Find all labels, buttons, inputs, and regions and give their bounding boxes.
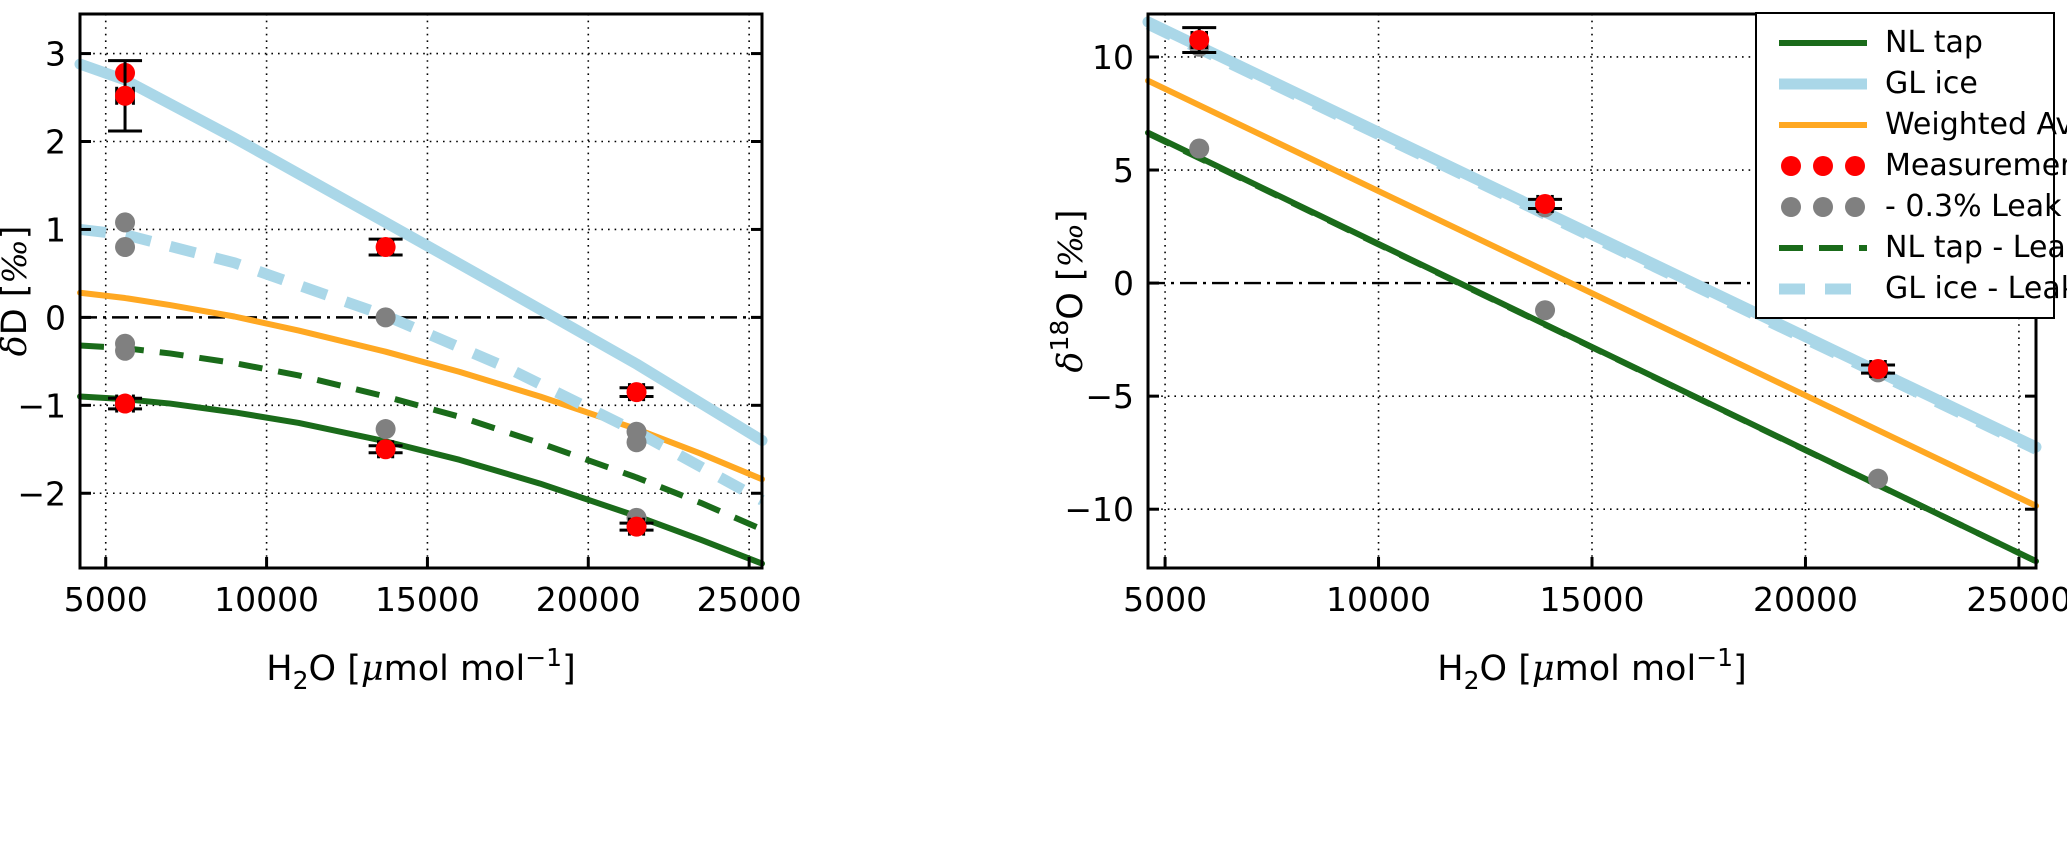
y-tick-label: 0 [45,298,66,337]
measurement-marker [1189,30,1210,51]
leak-point-marker [115,340,136,361]
y-tick-label: 3 [45,35,66,74]
x-axis-title: H2O [μmol mol−1] [266,643,575,695]
panel-right: 5000 10000 15000 20000 25000 −10 −5 0 5 10 H2O [μm… [1030,0,2067,851]
series-group [74,58,768,567]
y-axis-title: δD [‰] [0,226,35,357]
legend-label: GL ice - Leak [1885,271,2067,306]
series-line-gl-ice-leak [79,223,765,506]
tick-group: 5000 10000 15000 20000 25000 −2 −1 0 1 2 3 [17,35,801,619]
series-line-weighted-avg [1145,77,2039,509]
x-axis-title: H2O [μmol mol−1] [1437,643,1746,695]
legend-swatch-icon [1779,121,1867,128]
x-tick-label: 25000 [1966,580,2067,619]
legend-swatch-icon [1781,196,1865,217]
svg-text:H2O [μmol mol−1]: H2O [μmol mol−1] [1437,643,1746,695]
svg-text:H2O [μmol mol−1]: H2O [μmol mol−1] [266,643,575,695]
x-tick-label: 10000 [1326,580,1431,619]
y-tick-label: 5 [1113,151,1134,190]
right-plot-svg: 5000 10000 15000 20000 25000 −10 −5 0 5 10 H2O [μm… [1045,12,2067,695]
measurement-marker [1868,359,1889,380]
legend-item: Weighted Avg [1769,104,2067,145]
measurement-marker [375,439,396,460]
y-tick-label: 1 [45,210,66,249]
legend-item: GL ice - Leak [1769,268,2067,309]
y-tick-label: −5 [1085,377,1134,416]
y-tick-label: −1 [17,386,66,425]
legend-key-markers [1769,151,1877,181]
y-tick-label: −10 [1064,490,1134,529]
grid [80,14,762,568]
legend-swatch-icon [1779,244,1867,251]
x-tick-label: 5000 [64,580,148,619]
legend-key-dashed-line [1769,274,1877,304]
y-tick-label: 10 [1092,38,1134,77]
y-tick-label: 2 [45,123,66,162]
legend-item: NL tap - Leak [1769,227,2067,268]
legend-key-markers [1769,192,1877,222]
y-tick-label: −2 [17,474,66,513]
measurement-marker [115,393,136,414]
legend-key-solid-line [1769,28,1877,58]
leak-point-marker [1189,138,1210,159]
axes-frame [78,12,764,570]
legend-label: Measurements [1885,148,2067,183]
legend-item: - 0.3% Leak [1769,186,2062,227]
legend-swatch-icon [1779,283,1867,294]
x-tick-label: 25000 [697,580,802,619]
leak-point-marker [626,432,647,453]
legend-label: GL ice [1885,66,1978,101]
leak-point-marker [115,237,136,258]
legend: NL tap GL ice Weighted Avg Measurements - 0.… [1755,12,2067,319]
measurements-group [108,59,654,537]
tick-group: 5000 10000 15000 20000 25000 −10 −5 0 5 10 [1064,38,2067,619]
legend-item: Measurements [1769,145,2067,186]
x-tick-label: 15000 [1540,580,1645,619]
legend-key-solid-line [1769,69,1877,99]
measurement-marker [115,85,136,106]
legend-label: Weighted Avg [1885,107,2067,142]
y-axis-title: δ18O [‰] [1045,209,1091,372]
measurement-marker [626,382,647,403]
x-tick-label: 20000 [536,580,641,619]
leak-point-marker [115,212,136,233]
leak-point-marker [1535,300,1556,321]
x-tick-label: 15000 [375,580,480,619]
legend-swatch-icon [1781,155,1865,176]
legend-item: NL tap [1769,22,2039,63]
legend-key-dashed-line [1769,233,1877,263]
legend-swatch-icon [1779,39,1867,46]
legend-swatch-icon [1779,78,1867,89]
leak-point-marker [1868,468,1889,489]
measurement-marker [1535,193,1556,214]
series-group [1142,16,2042,565]
svg-text:δD [‰]: δD [‰] [0,226,35,357]
legend-label: NL tap - Leak [1885,230,2067,265]
panel-left: 5000 10000 15000 20000 25000 −2 −1 0 1 2 3 H2O [μmo… [0,0,830,851]
leak-point-marker [375,307,396,328]
leak-point-marker [375,419,396,440]
measurement-marker [375,237,396,258]
leak-points-group [115,212,647,528]
measurement-marker [626,516,647,537]
measurements-group [1182,26,1896,380]
legend-label: NL tap [1885,25,1983,60]
series-line-nl-tap-leak [1146,130,2038,564]
series-line-nl-tap [77,393,765,567]
legend-label: - 0.3% Leak [1885,189,2062,224]
x-tick-label: 10000 [214,580,319,619]
y-tick-label: 0 [1113,264,1134,303]
x-tick-label: 20000 [1753,580,1858,619]
x-tick-label: 5000 [1123,580,1207,619]
legend-item: GL ice [1769,63,2039,104]
svg-text:δ18O [‰]: δ18O [‰] [1045,209,1091,372]
left-plot-svg: 5000 10000 15000 20000 25000 −2 −1 0 1 2 3 H2O [μmo… [0,12,802,695]
legend-key-solid-line [1769,110,1877,140]
